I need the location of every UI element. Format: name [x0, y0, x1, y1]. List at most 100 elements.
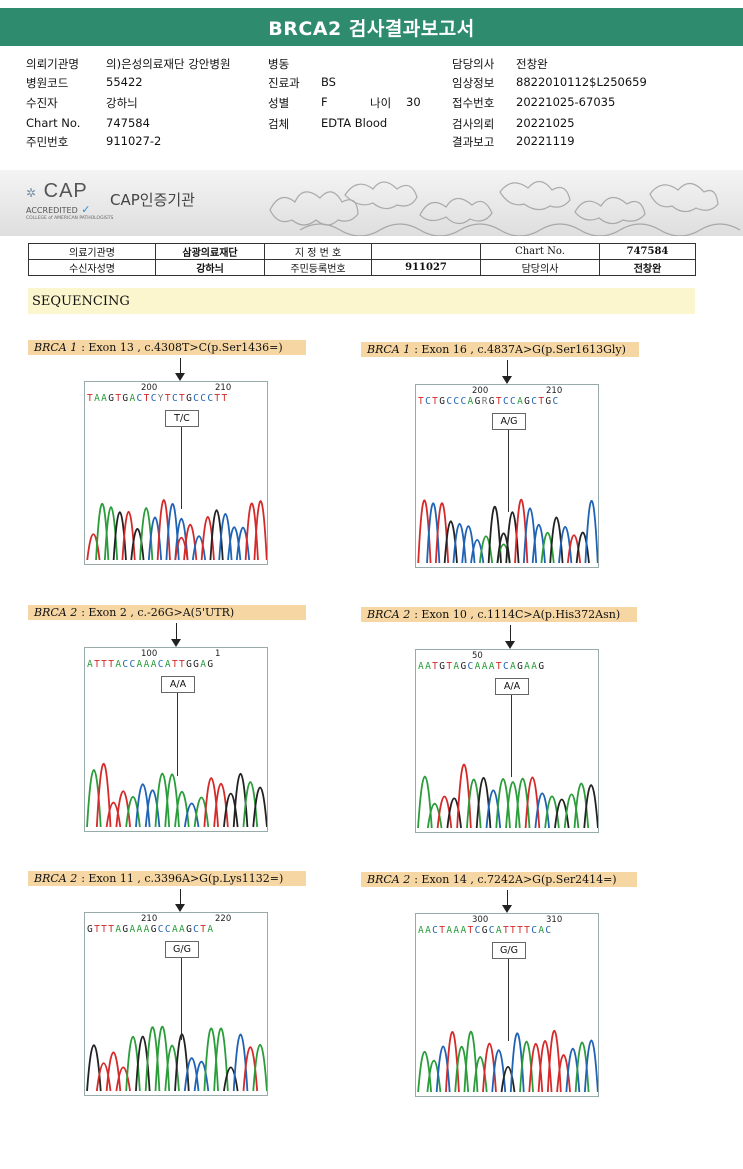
section-heading-sequencing: SEQUENCING	[28, 288, 695, 314]
trace-peak	[475, 776, 492, 829]
arrow-down-icon	[502, 376, 512, 384]
trace-peak	[191, 535, 207, 561]
trace-peak	[121, 510, 136, 561]
header-field-label: 성별	[268, 96, 290, 110]
chromatogram: 210 220 GTTTAGAAAGCCAAGCTA G/G	[84, 912, 268, 1096]
trace-peak	[242, 1046, 259, 1092]
trace-peak	[154, 1025, 171, 1092]
trace-peak	[174, 537, 189, 561]
position-number: 220	[215, 914, 232, 924]
trace-peaks	[417, 498, 598, 564]
trace-peak	[470, 539, 485, 564]
trace-peaks	[417, 1030, 598, 1093]
variant-position-line	[181, 427, 182, 509]
cell-value: 전창완	[599, 259, 696, 276]
base-sequence: GTTTAGAAAGCCAAGCTA	[87, 924, 215, 935]
base-sequence: TAAGTGACTCYTCTGCCCTT	[87, 393, 229, 404]
header-field-value: 20221025-67035	[516, 95, 616, 109]
trace-peak	[537, 1040, 553, 1093]
trace-peak	[524, 776, 541, 829]
trace-peak	[546, 1030, 562, 1093]
variant-arrow-line	[180, 889, 181, 906]
trace-peaks	[86, 499, 267, 561]
trace-peak	[505, 511, 520, 564]
cell-label: 수신자성명	[28, 259, 156, 276]
variant-description: : Exon 11 , c.3396A>G(p.Lys1132=)	[81, 872, 284, 885]
header-field-label: 담당의사	[452, 57, 495, 71]
genotype-box: A/A	[161, 676, 195, 693]
cap-banner: ✲ CAP ACCREDITED ✓ COLLEGE of AMERICAN P…	[0, 170, 743, 236]
gene-name: BRCA 2	[34, 606, 78, 619]
trace-peak	[183, 802, 200, 828]
arrow-down-icon	[175, 373, 185, 381]
variant-description: : Exon 16 , c.4837A>G(p.Ser1613Gly)	[414, 343, 626, 356]
variant-position-line	[181, 958, 182, 1040]
variant-arrow-line	[176, 623, 177, 641]
gene-name: BRCA 2	[367, 873, 411, 886]
header-field-label: Chart No.	[26, 116, 81, 130]
trace-peak	[556, 1054, 571, 1093]
trace-peaks	[417, 763, 598, 829]
variant-label: BRCA 2: Exon 2 , c.-26G>A(5'UTR)	[28, 605, 306, 620]
trace-peak	[223, 792, 239, 828]
trace-peak	[584, 499, 598, 564]
chromatogram: 300 310 AACTAAATCGCATTTTCAC G/G	[415, 913, 599, 1097]
variant-description: : Exon 2 , c.-26G>A(5'UTR)	[81, 606, 235, 619]
position-number: 210	[215, 383, 232, 393]
position-number: 300	[472, 915, 489, 925]
header-field-label: 병원코드	[26, 76, 69, 90]
base-sequence: AATGTAGCAAATCAGAAG	[418, 661, 546, 672]
header-field-value: 911027-2	[106, 134, 162, 148]
header-field-value: 30	[406, 95, 421, 109]
header-field-value: 전창완	[516, 57, 548, 71]
trace-peak	[218, 512, 233, 561]
gene-name: BRCA 1	[367, 343, 411, 356]
trace-peak	[115, 1066, 131, 1092]
trace-peak	[540, 531, 555, 564]
trace-peak	[174, 1033, 190, 1092]
header-field-label: 결과보고	[452, 135, 495, 149]
base-sequence: AACTAAATCGCATTTTCAC	[418, 925, 553, 936]
trace-peak	[514, 777, 531, 829]
variant-position-line	[511, 695, 512, 777]
cell-value: 747584	[599, 243, 696, 260]
trace-peak	[528, 1042, 544, 1093]
header-field-label: 주민번호	[26, 135, 69, 149]
cell-label: 지 정 번 호	[264, 243, 372, 260]
chromatogram: 200 210 TCTGCCCAGRGTCCAGCTGC A/G	[415, 384, 599, 568]
trace-peak	[253, 500, 267, 561]
trace-peak	[213, 783, 229, 828]
trace-peak	[105, 801, 122, 828]
trace-peak	[575, 531, 590, 564]
header-field-label: 수진자	[26, 96, 58, 110]
trace-peak	[583, 784, 598, 829]
header-field-value: 747584	[106, 116, 150, 130]
variant-position-line	[508, 959, 509, 1041]
trace-peak	[534, 792, 550, 829]
variant-label: BRCA 1: Exon 16 , c.4837A>G(p.Ser1613Gly…	[361, 342, 639, 357]
header-field-value: 강하늬	[106, 96, 138, 110]
trace-peak	[436, 795, 453, 829]
header-field-value: 20221119	[516, 134, 575, 148]
arrow-down-icon	[502, 905, 512, 913]
gene-name: BRCA 1	[34, 341, 78, 354]
header-field-value: 20221025	[516, 116, 575, 130]
trace-peak	[426, 803, 443, 829]
variant-label: BRCA 1: Exon 13 , c.4308T>C(p.Ser1436=)	[28, 340, 306, 355]
header-field-label: 검사의뢰	[452, 117, 495, 131]
trace-peak	[86, 533, 101, 561]
variant-arrow-line	[507, 360, 508, 378]
trace-peak	[472, 1056, 488, 1093]
header-field-value: 의)은성의료재단 강안병원	[106, 57, 231, 71]
header-field-label: 진료과	[268, 76, 300, 90]
gene-name: BRCA 2	[367, 608, 411, 621]
trace-peak	[183, 1057, 200, 1092]
trace-peaks	[86, 1025, 267, 1092]
variant-position-line	[177, 693, 178, 776]
cell-value: 강하늬	[155, 259, 265, 276]
trace-peak	[435, 1045, 451, 1093]
header-field-label: 나이	[370, 96, 392, 110]
variant-arrow-line	[510, 625, 511, 643]
variant-label: BRCA 2: Exon 14 , c.7242A>G(p.Ser2414=)	[361, 872, 637, 887]
trace-peak	[544, 795, 560, 829]
